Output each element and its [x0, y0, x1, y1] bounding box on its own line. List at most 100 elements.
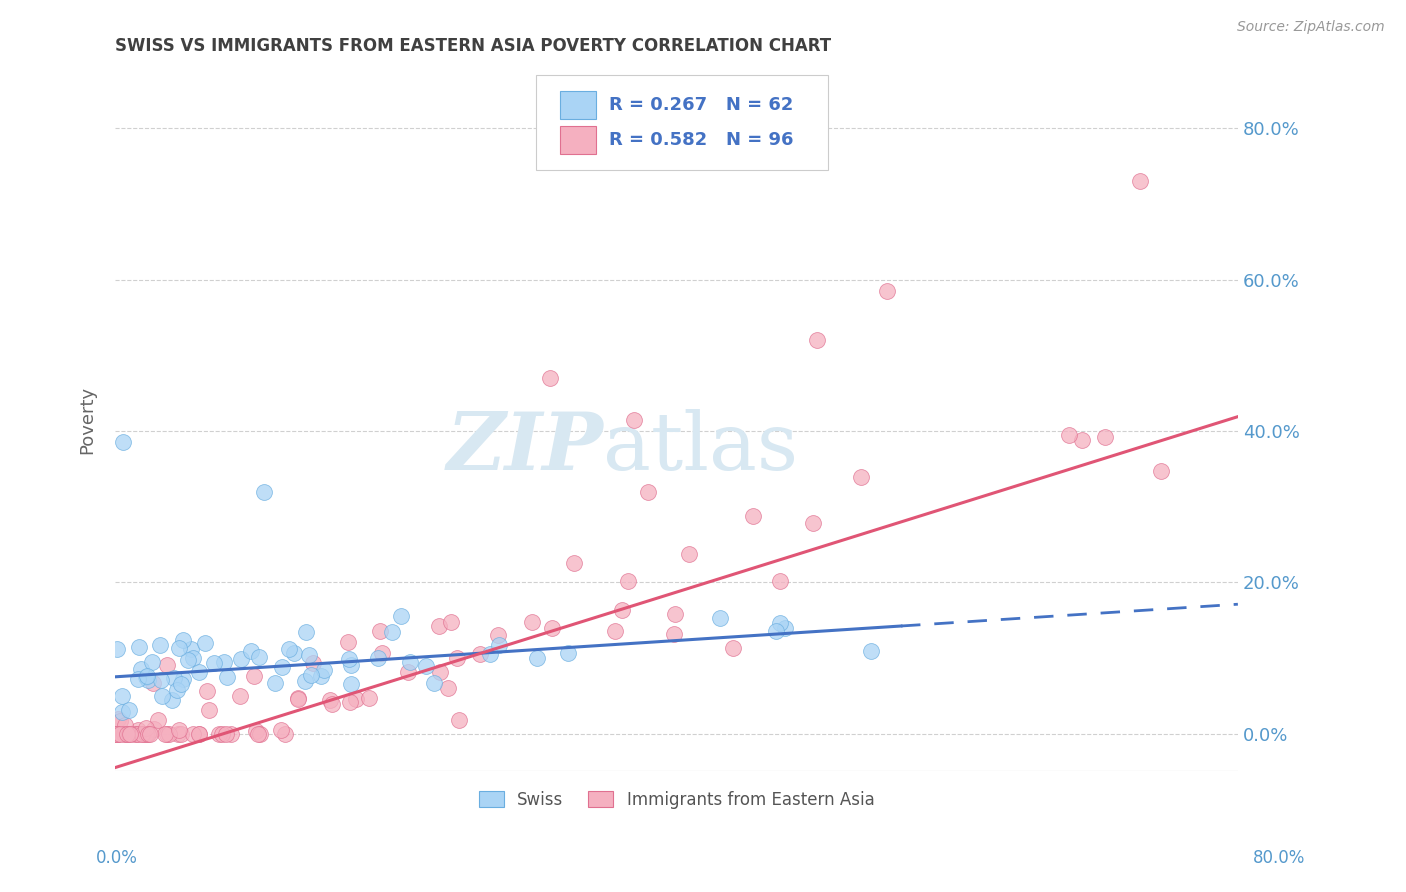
Point	[187, 665, 209, 679]
Text: ZIP: ZIP	[447, 409, 603, 486]
Point	[127, 672, 149, 686]
Point	[678, 547, 700, 561]
Point	[287, 690, 309, 705]
Point	[107, 726, 129, 740]
Text: Source: ZipAtlas.com: Source: ZipAtlas.com	[1237, 20, 1385, 34]
FancyBboxPatch shape	[560, 127, 596, 154]
Point	[398, 655, 420, 669]
Point	[742, 509, 765, 524]
Point	[128, 640, 150, 654]
Point	[664, 607, 686, 621]
Point	[709, 611, 731, 625]
Point	[166, 726, 188, 740]
Point	[415, 658, 437, 673]
Point	[112, 726, 135, 740]
Point	[115, 726, 138, 740]
Point	[617, 574, 640, 588]
Point	[623, 412, 645, 426]
Point	[1059, 427, 1081, 442]
Point	[298, 648, 321, 662]
Point	[110, 726, 132, 740]
Point	[187, 726, 209, 740]
Point	[801, 516, 824, 531]
Point	[1150, 464, 1173, 478]
Point	[197, 703, 219, 717]
Point	[118, 702, 141, 716]
Point	[104, 726, 127, 740]
Point	[142, 676, 165, 690]
Point	[141, 655, 163, 669]
Point	[197, 684, 219, 698]
Point	[273, 726, 295, 740]
Point	[294, 673, 316, 688]
Point	[181, 651, 204, 665]
Point	[769, 574, 792, 588]
Point	[247, 650, 270, 665]
Point	[302, 657, 325, 671]
Point	[1094, 430, 1116, 444]
Point	[860, 644, 883, 658]
Point	[264, 676, 287, 690]
Point	[172, 633, 194, 648]
Point	[212, 655, 235, 669]
FancyBboxPatch shape	[560, 91, 596, 120]
Point	[124, 726, 146, 740]
Point	[339, 695, 361, 709]
Point	[127, 726, 149, 740]
Point	[277, 642, 299, 657]
Point	[202, 656, 225, 670]
Point	[127, 723, 149, 737]
Point	[1129, 174, 1152, 188]
Point	[146, 714, 169, 728]
FancyBboxPatch shape	[536, 75, 828, 170]
Point	[156, 726, 179, 740]
Point	[610, 603, 633, 617]
Point	[245, 723, 267, 738]
Point	[478, 648, 501, 662]
Point	[637, 484, 659, 499]
Point	[157, 726, 180, 740]
Point	[339, 658, 361, 673]
Point	[721, 640, 744, 655]
Point	[107, 642, 129, 657]
Point	[118, 726, 141, 740]
Point	[105, 726, 128, 740]
Point	[172, 673, 194, 687]
Point	[396, 665, 419, 679]
Point	[337, 634, 360, 648]
Point	[440, 615, 463, 629]
Point	[557, 646, 579, 660]
Point	[337, 652, 360, 666]
Point	[167, 723, 190, 737]
Text: 0.0%: 0.0%	[96, 849, 138, 867]
Point	[603, 624, 626, 638]
Point	[160, 693, 183, 707]
Point	[249, 726, 271, 740]
Point	[104, 726, 127, 740]
Point	[391, 608, 413, 623]
Point	[177, 653, 200, 667]
Point	[312, 663, 335, 677]
Point	[309, 669, 332, 683]
Point	[849, 469, 872, 483]
Point	[111, 706, 134, 720]
Point	[486, 628, 509, 642]
Point	[219, 726, 242, 740]
Point	[526, 651, 548, 665]
Point	[429, 665, 451, 679]
Point	[135, 726, 157, 740]
Point	[156, 658, 179, 673]
Point	[107, 712, 129, 726]
Point	[541, 621, 564, 635]
Point	[153, 726, 176, 740]
Point	[806, 333, 828, 347]
Text: R = 0.267   N = 62: R = 0.267 N = 62	[609, 96, 793, 114]
Point	[371, 647, 394, 661]
Point	[240, 644, 263, 658]
Point	[183, 726, 205, 740]
Text: R = 0.582   N = 96: R = 0.582 N = 96	[609, 131, 793, 150]
Point	[111, 690, 134, 704]
Point	[131, 726, 153, 740]
Point	[253, 484, 276, 499]
Point	[129, 662, 152, 676]
